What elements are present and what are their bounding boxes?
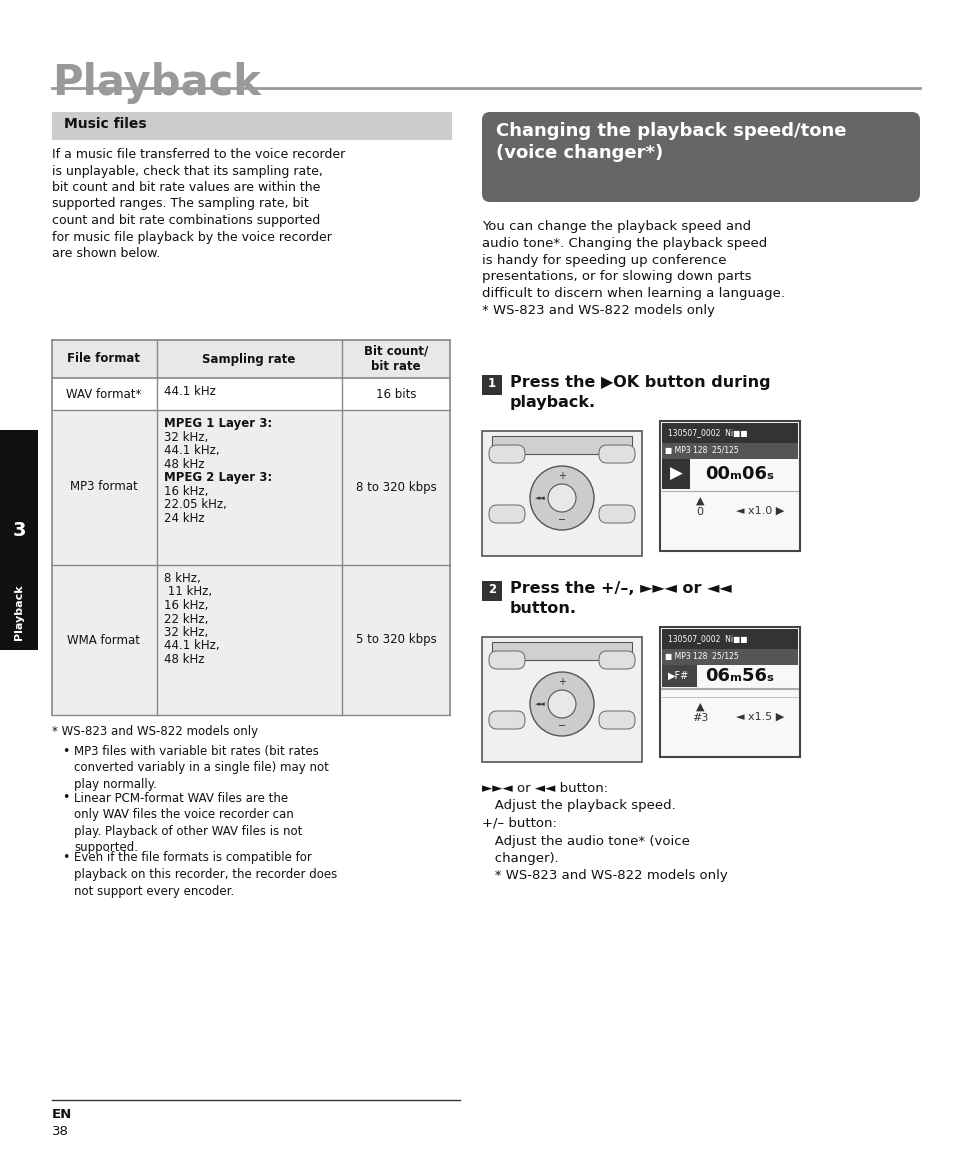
Text: 44.1 kHz,: 44.1 kHz,	[164, 444, 219, 457]
Text: * WS-823 and WS-822 models only: * WS-823 and WS-822 models only	[52, 725, 258, 738]
Text: −: −	[558, 515, 565, 525]
Text: ►►◄ or ◄◄ button:
   Adjust the playback speed.
+/– button:
   Adjust the audio : ►►◄ or ◄◄ button: Adjust the playback sp…	[481, 782, 727, 882]
Text: 44.1 kHz: 44.1 kHz	[164, 384, 215, 398]
Text: Even if the file formats is compatible for
playback on this recorder, the record: Even if the file formats is compatible f…	[74, 851, 337, 897]
Bar	[659, 626, 800, 757]
Text: EN: EN	[52, 1108, 72, 1121]
Text: Bit count/
bit rate: Bit count/ bit rate	[363, 345, 428, 373]
Text: ◄ x1.0 ▶: ◄ x1.0 ▶	[735, 506, 783, 516]
FancyBboxPatch shape	[489, 711, 524, 730]
Text: WAV format*: WAV format*	[67, 388, 142, 401]
Text: 24 kHz: 24 kHz	[164, 512, 204, 525]
Bar	[492, 437, 631, 454]
Bar	[661, 665, 697, 687]
Text: 130507_0002  Ni■■: 130507_0002 Ni■■	[667, 428, 747, 438]
Text: 16 kHz,: 16 kHz,	[164, 484, 208, 498]
Bar	[661, 423, 797, 444]
Text: File format: File format	[68, 352, 140, 366]
Text: 38: 38	[52, 1126, 69, 1138]
Bar	[661, 648, 797, 665]
Text: MPEG 2 Layer 3:: MPEG 2 Layer 3:	[164, 471, 272, 484]
FancyBboxPatch shape	[481, 112, 919, 201]
Bar	[52, 112, 452, 140]
Text: Playback: Playback	[52, 63, 260, 104]
Circle shape	[547, 484, 576, 512]
FancyBboxPatch shape	[489, 505, 524, 523]
Text: 22.05 kHz,: 22.05 kHz,	[164, 498, 227, 511]
Bar	[661, 629, 797, 648]
Text: 32 kHz,: 32 kHz,	[164, 431, 208, 444]
Text: 5 to 320 kbps: 5 to 320 kbps	[355, 633, 436, 646]
Text: MPEG 1 Layer 3:: MPEG 1 Layer 3:	[164, 417, 272, 430]
Bar	[661, 459, 689, 489]
Text: Linear PCM-format WAV files are the
only WAV files the voice recorder can
play. : Linear PCM-format WAV files are the only…	[74, 792, 302, 853]
FancyBboxPatch shape	[489, 651, 524, 669]
Text: •: •	[62, 851, 70, 865]
Circle shape	[530, 466, 594, 530]
Text: ■ MP3 128  25/125: ■ MP3 128 25/125	[664, 447, 738, 455]
FancyBboxPatch shape	[598, 651, 635, 669]
Text: Playback: Playback	[14, 585, 24, 640]
Text: Sampling rate: Sampling rate	[202, 352, 295, 366]
Text: If a music file transferred to the voice recorder
is unplayable, check that its : If a music file transferred to the voice…	[52, 148, 345, 261]
Text: WMA format: WMA format	[68, 633, 140, 646]
FancyBboxPatch shape	[598, 711, 635, 730]
Text: 48 kHz: 48 kHz	[164, 457, 204, 470]
Text: 32 kHz,: 32 kHz,	[164, 626, 208, 639]
Text: You can change the playback speed and
audio tone*. Changing the playback speed
i: You can change the playback speed and au…	[481, 220, 784, 317]
Text: 8 kHz,: 8 kHz,	[164, 572, 200, 585]
Text: ■ MP3 128  25/125: ■ MP3 128 25/125	[664, 652, 738, 661]
Text: •: •	[62, 792, 70, 805]
Text: 1: 1	[487, 378, 496, 390]
Bar	[52, 410, 450, 565]
Text: 3: 3	[12, 520, 26, 540]
Text: 16 bits: 16 bits	[375, 388, 416, 401]
Bar	[661, 444, 797, 459]
Text: •: •	[62, 745, 70, 758]
Text: Press the ▶OK button during
playback.: Press the ▶OK button during playback.	[510, 375, 770, 410]
Bar	[481, 581, 501, 601]
Text: 00ₘ06ₛ: 00ₘ06ₛ	[705, 466, 774, 483]
Text: MP3 files with variable bit rates (bit rates
converted variably in a single file: MP3 files with variable bit rates (bit r…	[74, 745, 329, 791]
FancyBboxPatch shape	[489, 445, 524, 463]
Text: 48 kHz: 48 kHz	[164, 653, 204, 666]
Text: ◄ x1.5 ▶: ◄ x1.5 ▶	[735, 712, 783, 721]
Bar	[659, 422, 800, 551]
Text: −: −	[558, 721, 565, 731]
Text: +: +	[558, 677, 565, 687]
Text: Press the +/–, ►►◄ or ◄◄
button.: Press the +/–, ►►◄ or ◄◄ button.	[510, 581, 731, 616]
Bar	[492, 642, 631, 660]
Text: ▲
#3: ▲ #3	[691, 702, 707, 723]
Bar	[481, 637, 641, 762]
Text: ▶F#: ▶F#	[668, 670, 689, 681]
Text: ▶: ▶	[669, 466, 681, 483]
Text: ▲
0: ▲ 0	[695, 496, 703, 516]
Text: 2: 2	[487, 582, 496, 596]
Bar	[481, 431, 641, 556]
Bar	[0, 430, 38, 650]
Text: 11 kHz,: 11 kHz,	[164, 586, 212, 599]
Text: ◄◄: ◄◄	[534, 494, 545, 501]
Bar	[52, 565, 450, 714]
Text: 44.1 kHz,: 44.1 kHz,	[164, 639, 219, 652]
Text: Music files: Music files	[64, 117, 147, 131]
Text: 8 to 320 kbps: 8 to 320 kbps	[355, 481, 436, 493]
Bar	[481, 375, 501, 395]
Text: +: +	[558, 471, 565, 481]
Bar	[52, 378, 450, 410]
Text: 16 kHz,: 16 kHz,	[164, 599, 208, 611]
FancyBboxPatch shape	[598, 445, 635, 463]
Text: 22 kHz,: 22 kHz,	[164, 613, 208, 625]
Text: 130507_0002  Ni■■: 130507_0002 Ni■■	[667, 635, 747, 644]
Text: MP3 format: MP3 format	[71, 481, 138, 493]
Text: 06ₘ56ₛ: 06ₘ56ₛ	[705, 667, 774, 686]
Text: Changing the playback speed/tone
(voice changer*): Changing the playback speed/tone (voice …	[496, 122, 845, 162]
Circle shape	[547, 690, 576, 718]
Circle shape	[530, 672, 594, 736]
Bar	[52, 340, 450, 378]
Text: ◄◄: ◄◄	[534, 701, 545, 708]
FancyBboxPatch shape	[598, 505, 635, 523]
